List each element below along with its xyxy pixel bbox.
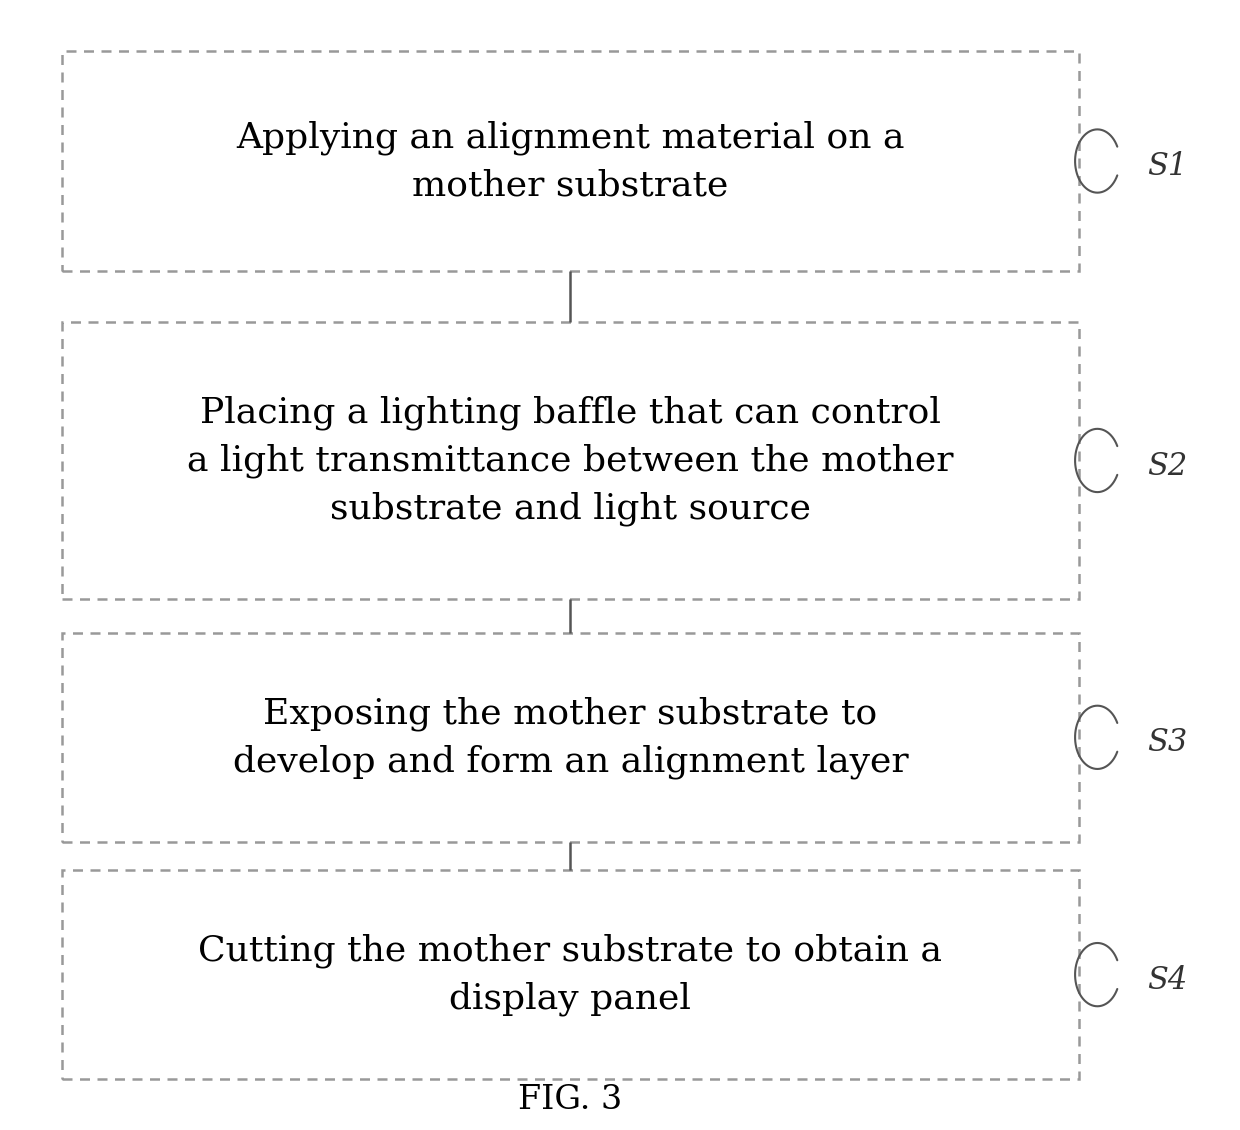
Text: Placing a lighting baffle that can control
a light transmittance between the mot: Placing a lighting baffle that can contr… [187,396,954,525]
Text: S1: S1 [1147,151,1187,182]
Text: S4: S4 [1147,965,1187,996]
FancyBboxPatch shape [62,870,1079,1079]
FancyBboxPatch shape [62,322,1079,599]
Text: S3: S3 [1147,728,1187,758]
FancyBboxPatch shape [62,51,1079,271]
Text: Cutting the mother substrate to obtain a
display panel: Cutting the mother substrate to obtain a… [198,933,942,1016]
FancyBboxPatch shape [62,633,1079,842]
Text: Exposing the mother substrate to
develop and form an alignment layer: Exposing the mother substrate to develop… [233,696,908,779]
Text: FIG. 3: FIG. 3 [518,1085,622,1116]
Text: S2: S2 [1147,451,1187,481]
Text: Applying an alignment material on a
mother substrate: Applying an alignment material on a moth… [236,120,905,202]
